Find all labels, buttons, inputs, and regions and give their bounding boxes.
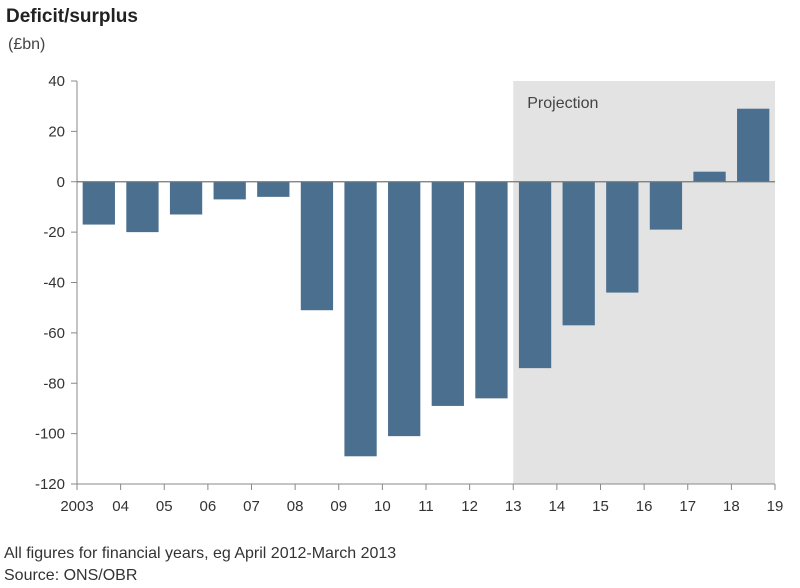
x-tick-label: 11 <box>418 498 434 515</box>
bar-2003 <box>82 181 115 225</box>
bar-chart: Projection 40 20 0 -20 -40 -60 -80 -100 -120 200… <box>35 73 784 515</box>
bar-12 <box>475 181 508 399</box>
y-tick-label: -60 <box>43 325 65 342</box>
bar-16 <box>649 181 683 230</box>
y-tick-label: 20 <box>48 123 65 140</box>
y-tick-label: -100 <box>35 426 65 443</box>
bar-08 <box>300 181 334 311</box>
y-tick-label: -80 <box>43 375 65 392</box>
y-tick-label: -120 <box>35 476 65 493</box>
x-tick-label: 05 <box>156 498 173 515</box>
x-tick-label: 15 <box>592 498 609 515</box>
footnote: All figures for financial years, eg Apri… <box>4 543 396 587</box>
y-tick-label: -40 <box>43 275 65 292</box>
x-tick-label: 09 <box>330 498 347 515</box>
bar-05 <box>169 181 203 215</box>
y-tick-label: 0 <box>57 174 65 191</box>
x-tick-label: 17 <box>679 498 696 515</box>
x-axis: 2003 04 05 06 07 08 09 10 11 12 13 14 15 16 17 18 19 <box>60 483 784 515</box>
chart-title: Deficit/surplus <box>6 6 138 27</box>
bars-group <box>82 108 770 457</box>
x-tick-label: 2003 <box>60 498 93 515</box>
bar-13 <box>518 181 552 369</box>
x-tick-label: 18 <box>723 498 740 515</box>
x-tick-label: 16 <box>636 498 653 515</box>
y-tick-label: -20 <box>43 224 65 241</box>
projection-band <box>513 81 775 484</box>
projection-label: Projection <box>527 95 598 112</box>
x-tick-label: 08 <box>287 498 304 515</box>
footnote-source: Source: ONS/OBR <box>4 567 138 584</box>
y-axis: 40 20 0 -20 -40 -60 -80 -100 -120 <box>35 73 78 493</box>
bar-09 <box>344 181 377 457</box>
bar-18 <box>737 108 770 182</box>
footnote-note: All figures for financial years, eg Apri… <box>4 545 397 562</box>
bar-06 <box>213 181 246 200</box>
y-axis-unit: (£bn) <box>8 36 46 53</box>
bar-15 <box>606 181 639 293</box>
x-tick-label: 04 <box>112 498 129 515</box>
x-tick-label: 07 <box>243 498 260 515</box>
bar-10 <box>388 181 421 437</box>
x-tick-label: 19 <box>767 498 784 515</box>
bar-11 <box>431 181 464 406</box>
x-tick-label: 06 <box>200 498 217 515</box>
y-tick-label: 40 <box>48 73 65 90</box>
x-tick-label: 12 <box>461 498 478 515</box>
x-tick-label: 10 <box>374 498 391 515</box>
bar-14 <box>562 181 595 326</box>
x-tick-label: 14 <box>549 498 566 515</box>
bar-17 <box>693 171 726 182</box>
x-tick-label: 13 <box>505 498 522 515</box>
bar-07 <box>257 181 290 197</box>
bar-04 <box>126 181 159 233</box>
